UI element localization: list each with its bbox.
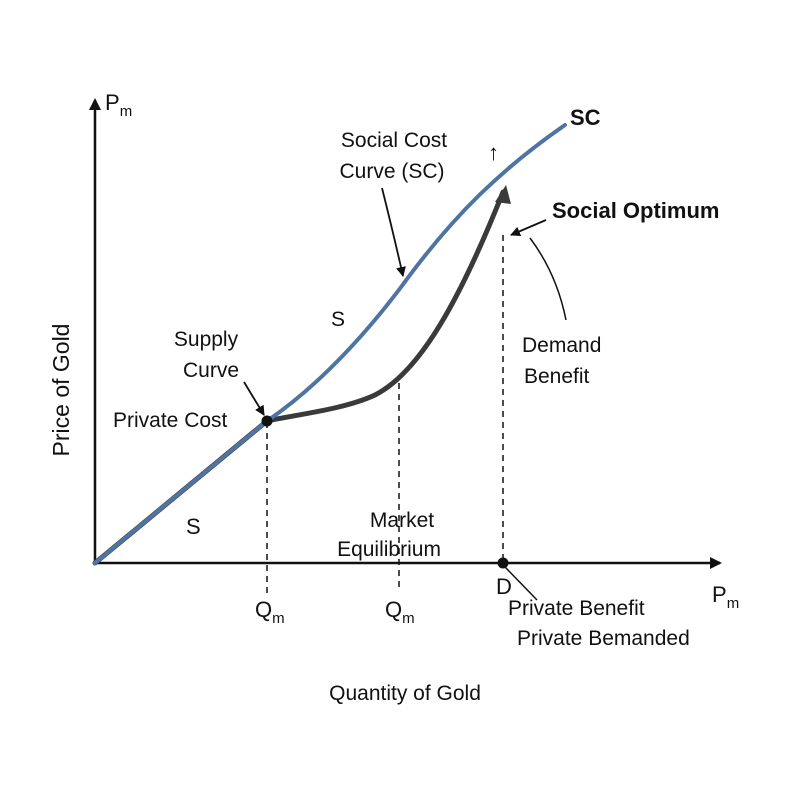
demand-benefit-pointer [529,237,567,321]
market-equilibrium-label-line1: Market [370,509,434,532]
supply-curve-arrowhead [495,185,511,204]
supply-curve-label-line2: Curve [183,359,239,382]
y-axis-symbol: Pm [105,90,132,120]
d-tick-label: D [496,574,512,599]
private-cost-point [261,415,273,427]
social-cost-label-line1: Social Cost [341,129,447,152]
social-cost-curve [93,123,567,565]
up-arrow-glyph: ↑ [488,140,499,165]
q1-tick-label: Qm [255,597,285,627]
supply-curve [92,189,506,566]
x-axis-title: Quantity of Gold [329,682,481,705]
private-bemanded-label: Private Bemanded [517,627,690,650]
demand-benefit-label-line1: Demand [522,334,601,357]
private-benefit-pointer [504,566,538,601]
s-upper-label: S [331,308,345,331]
q2-tick-label: Qm [385,597,415,627]
s-lower-label: S [186,514,201,539]
y-axis-title: Price of Gold [48,324,74,457]
social-optimum-pointer [510,219,547,237]
market-equilibrium-label-line2: Equilibrium [337,538,441,561]
supply-curve-label-line1: Supply [174,328,239,351]
private-cost-label: Private Cost [113,409,228,432]
demand-point [497,557,509,569]
sc-tag: SC [570,105,601,130]
social-cost-pointer [381,187,406,277]
demand-benefit-label-line2: Benefit [524,365,590,388]
social-optimum-label: Social Optimum [552,198,719,223]
private-benefit-label: Private Benefit [508,597,645,620]
x-axis-symbol: Pm [712,582,739,612]
supply-curve-pointer [243,381,265,416]
social-cost-label-line2: Curve (SC) [339,160,444,183]
